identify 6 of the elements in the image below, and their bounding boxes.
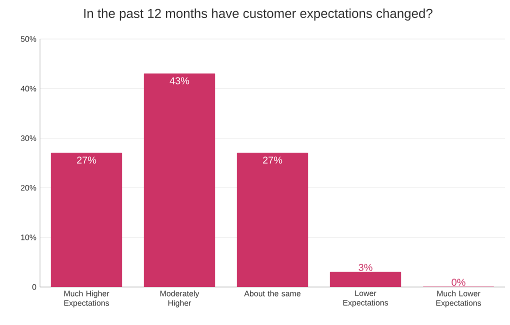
data-label: 3% [358, 264, 372, 271]
data-label: 43% [170, 77, 190, 84]
data-label: 27% [77, 156, 96, 164]
data-label: 0% [452, 278, 466, 286]
chart-title: In the past 12 months have customer expectations changed? [84, 8, 432, 21]
data-label: 27% [263, 156, 282, 164]
